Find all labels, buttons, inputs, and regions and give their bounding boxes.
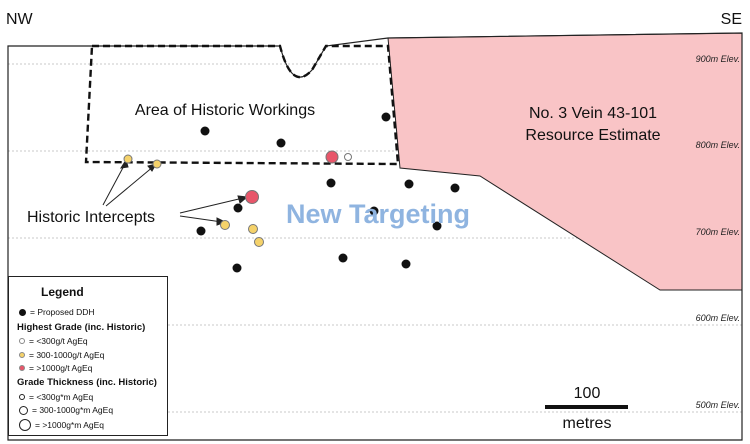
black-dot-icon — [19, 308, 26, 316]
legend-grade-high: = >1000g/t AgEq — [19, 363, 92, 373]
elevation-label: 900m Elev. — [696, 54, 740, 64]
new-targeting-label: New Targeting — [286, 199, 470, 229]
resource-estimate-area — [387, 32, 743, 291]
resource-estimate-line1: No. 3 Vein 43-101 — [529, 105, 657, 122]
medium-ring-icon — [19, 405, 28, 415]
legend-thickness-mid: = 300-1000g*m AgEq — [19, 405, 113, 415]
elevation-label: 700m Elev. — [696, 227, 740, 237]
legend-thickness-high: = >1000g*m AgEq — [19, 419, 104, 431]
proposed-ddh — [196, 226, 206, 236]
legend-thickness-high-label: = >1000g*m AgEq — [35, 420, 105, 430]
legend-thickness-heading: Grade Thickness (inc. Historic) — [17, 377, 157, 388]
proposed-ddh — [381, 112, 391, 122]
historic-workings-label: Area of Historic Workings — [135, 102, 315, 119]
intercept-mid-grade — [152, 159, 162, 169]
legend-thickness-low: = <300g*m AgEq — [19, 392, 93, 402]
historic-intercept-points — [123, 150, 352, 247]
resource-estimate-line2: Resource Estimate — [525, 127, 660, 144]
proposed-ddh — [232, 263, 242, 273]
elevation-label: 800m Elev. — [696, 140, 740, 150]
white-dot-icon — [19, 338, 25, 344]
scale-bar: 100 metres — [545, 385, 628, 432]
proposed-ddh — [338, 253, 348, 263]
intercept-high-grade — [245, 190, 259, 204]
legend-grade-mid: = 300-1000g/t AgEq — [19, 350, 104, 360]
nw-label: NW — [6, 11, 34, 28]
legend-grade-heading: Highest Grade (inc. Historic) — [17, 322, 146, 333]
proposed-ddh — [432, 221, 442, 231]
elevation-labels: 900m Elev. 800m Elev. 700m Elev. 600m El… — [696, 54, 740, 410]
proposed-ddh — [369, 206, 379, 216]
legend-thickness-mid-label: = 300-1000g*m AgEq — [32, 405, 114, 415]
proposed-ddh — [276, 138, 286, 148]
elevation-label: 600m Elev. — [696, 313, 740, 323]
scale-bar-value: 100 — [574, 385, 601, 402]
proposed-ddh — [404, 179, 414, 189]
intercept-mid-grade — [123, 154, 133, 164]
legend: Legend = Proposed DDH Highest Grade (inc… — [8, 276, 168, 436]
intercept-mid-grade — [220, 220, 230, 230]
yellow-dot-icon — [19, 352, 25, 358]
legend-thickness-low-label: = <300g*m AgEq — [29, 392, 94, 402]
proposed-ddh — [233, 203, 243, 213]
legend-grade-low: = <300g/t AgEq — [19, 336, 88, 346]
legend-proposed-label: = Proposed DDH — [30, 307, 95, 317]
large-ring-icon — [19, 419, 31, 431]
red-dot-icon — [19, 365, 25, 371]
section-outline — [7, 32, 743, 441]
legend-grade-high-label: = >1000g/t AgEq — [29, 363, 93, 373]
proposed-ddh — [401, 259, 411, 269]
se-label: SE — [721, 11, 742, 28]
proposed-ddh-points — [196, 112, 460, 273]
elevation-label: 500m Elev. — [696, 400, 740, 410]
proposed-ddh — [200, 126, 210, 136]
proposed-ddh — [326, 178, 336, 188]
small-ring-icon — [19, 394, 25, 400]
legend-proposed-ddh: = Proposed DDH — [19, 307, 95, 317]
legend-grade-mid-label: = 300-1000g/t AgEq — [29, 350, 105, 360]
proposed-ddh — [450, 183, 460, 193]
intercept-low-grade — [344, 153, 352, 161]
legend-title: Legend — [41, 285, 84, 299]
intercept-high-grade — [325, 150, 339, 164]
legend-grade-low-label: = <300g/t AgEq — [29, 336, 88, 346]
intercept-mid-grade — [254, 237, 264, 247]
intercept-mid-grade — [248, 224, 258, 234]
scale-bar-unit: metres — [563, 415, 612, 432]
historic-intercepts-label: Historic Intercepts — [27, 209, 155, 226]
